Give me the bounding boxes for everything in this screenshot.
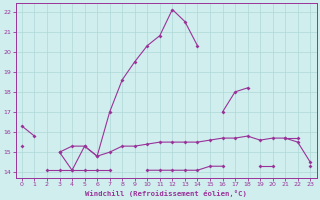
X-axis label: Windchill (Refroidissement éolien,°C): Windchill (Refroidissement éolien,°C): [85, 190, 247, 197]
